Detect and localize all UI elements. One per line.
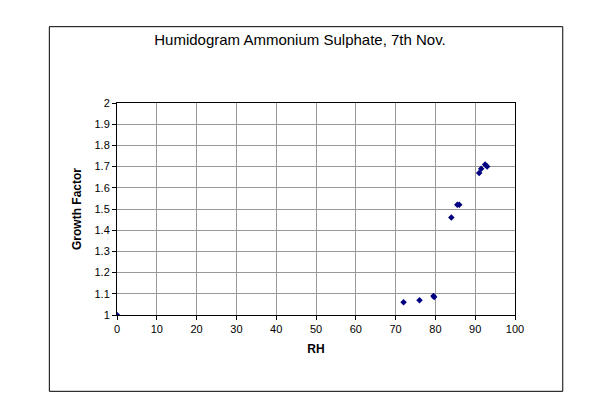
svg-text:1.7: 1.7 [95,160,110,172]
svg-text:10: 10 [151,323,163,335]
svg-text:90: 90 [469,323,481,335]
svg-text:70: 70 [389,323,401,335]
svg-text:40: 40 [270,323,282,335]
svg-text:1.1: 1.1 [95,288,110,300]
svg-text:0: 0 [114,323,120,335]
svg-text:80: 80 [429,323,441,335]
svg-text:60: 60 [350,323,362,335]
svg-text:1: 1 [104,309,110,321]
svg-text:1.6: 1.6 [95,182,110,194]
svg-text:1.8: 1.8 [95,139,110,151]
svg-text:1.2: 1.2 [95,266,110,278]
svg-text:1.5: 1.5 [95,203,110,215]
svg-text:1.4: 1.4 [95,224,110,236]
svg-text:Humidogram Ammonium Sulphate,: Humidogram Ammonium Sulphate, 7th Nov. [154,31,446,48]
svg-text:RH: RH [307,342,324,356]
svg-text:30: 30 [230,323,242,335]
svg-text:50: 50 [310,323,322,335]
svg-text:Growth Factor: Growth Factor [70,168,84,250]
svg-text:1.9: 1.9 [95,118,110,130]
svg-text:2: 2 [104,97,110,109]
svg-text:1.3: 1.3 [95,245,110,257]
svg-text:100: 100 [506,323,524,335]
svg-text:20: 20 [190,323,202,335]
